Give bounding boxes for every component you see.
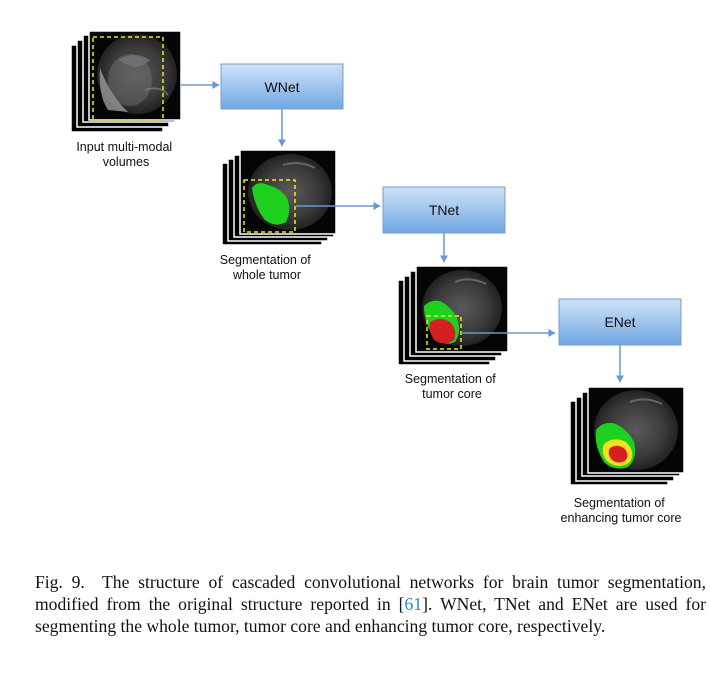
tumor-core-label: Segmentation of tumor core <box>405 372 500 401</box>
roi-box <box>92 36 164 121</box>
wnet-box: WNet <box>220 63 344 110</box>
tumor-core-stack <box>397 265 509 366</box>
enet-box: ENet <box>558 298 682 346</box>
citation-link[interactable]: 61 <box>404 594 423 614</box>
input-volumes-stack <box>70 30 182 133</box>
whole-tumor-stack <box>221 149 337 246</box>
svg-text:ENet: ENet <box>604 314 635 330</box>
enhancing-core-label: Segmentation of enhancing tumor core <box>561 496 682 525</box>
enhancing-core-stack <box>569 386 685 486</box>
caption-text-end: ]. WNet, TNet and ENet are used for segm… <box>35 594 707 636</box>
cascade-diagram: Input multi-modal volumes WNet Segmentat… <box>70 30 685 525</box>
whole-tumor-mask <box>252 183 290 225</box>
input-label: Input multi-modal volumes <box>76 140 175 169</box>
tumor-core-mask <box>429 319 456 344</box>
svg-text:TNet: TNet <box>429 202 459 218</box>
caption-text-start: Fig. 9. The structure of cascaded convol… <box>35 572 706 614</box>
roi-box <box>243 179 296 233</box>
svg-text:WNet: WNet <box>265 79 300 95</box>
figure-caption: Fig. 9. The structure of cascaded convol… <box>35 571 706 637</box>
tumor-core-mask <box>608 445 628 463</box>
tnet-box: TNet <box>382 186 506 234</box>
whole-tumor-label: Segmentation of whole tumor <box>220 253 315 282</box>
